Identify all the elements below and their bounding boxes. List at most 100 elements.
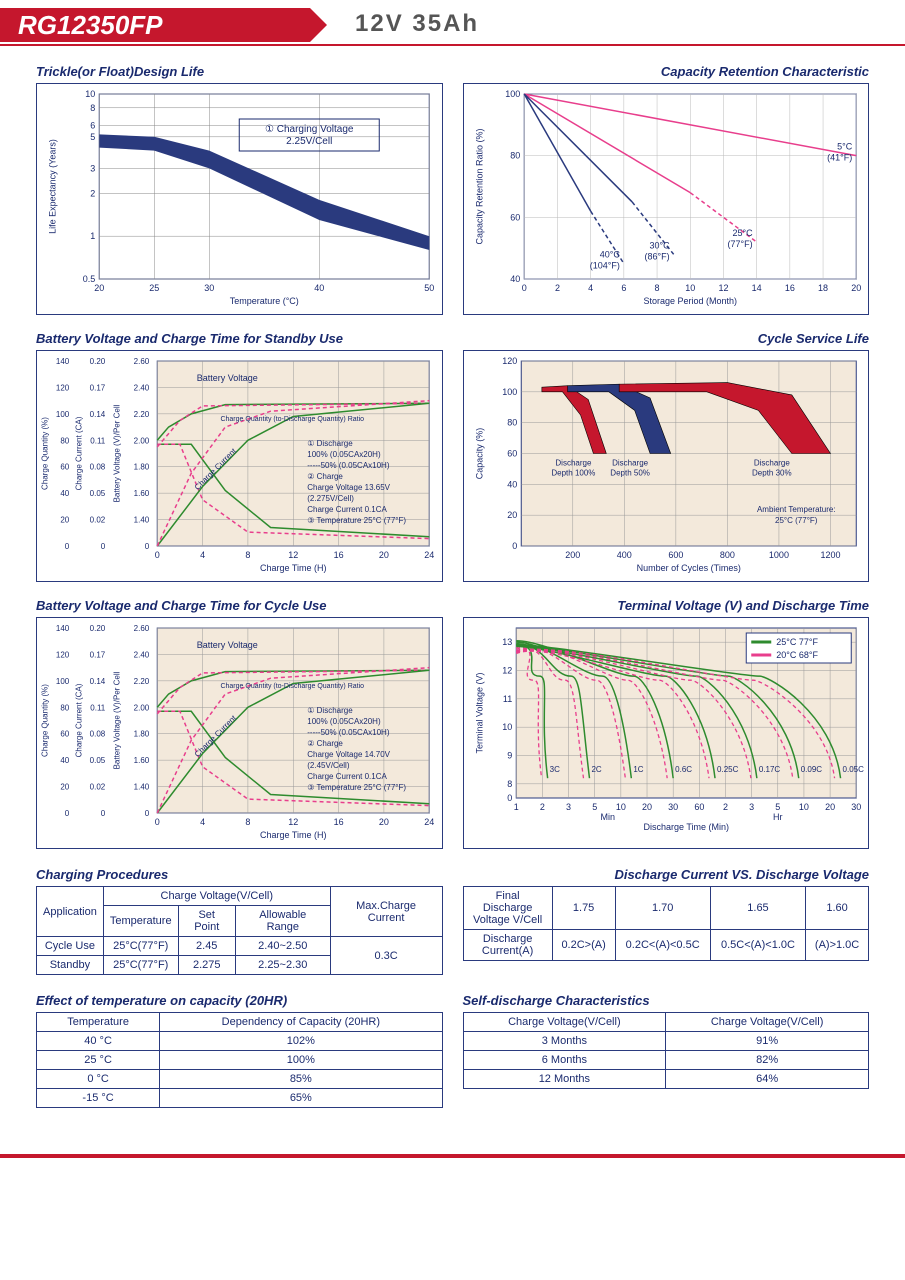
svg-text:2C: 2C <box>591 765 601 774</box>
svg-text:0: 0 <box>145 809 150 818</box>
svg-text:2: 2 <box>554 283 559 293</box>
svg-text:20: 20 <box>60 783 69 792</box>
charging-h2: Charge Voltage(V/Cell) <box>103 887 330 906</box>
tc-col1: Dependency of Capacity (20HR) <box>160 1013 442 1032</box>
svg-text:-----50% (0.05CAx10H): -----50% (0.05CAx10H) <box>307 461 390 470</box>
svg-text:20: 20 <box>507 510 517 520</box>
model-number: RG12350FP <box>18 10 163 41</box>
svg-text:② Charge: ② Charge <box>307 739 343 748</box>
svg-text:Terminal Voltage (V): Terminal Voltage (V) <box>474 672 484 753</box>
trickle-title: Trickle(or Float)Design Life <box>36 64 443 79</box>
table-cell: 2.275 <box>178 956 235 975</box>
svg-text:14: 14 <box>751 283 761 293</box>
discharge-iv-title: Discharge Current VS. Discharge Voltage <box>463 867 870 882</box>
svg-text:100% (0.05CAx20H): 100% (0.05CAx20H) <box>307 450 381 459</box>
svg-text:Charge Quantity (%): Charge Quantity (%) <box>40 417 49 490</box>
table-cell: 0.5C<(A)<1.0C <box>710 930 805 961</box>
svg-text:Discharge: Discharge <box>555 459 592 468</box>
svg-text:100% (0.05CAx20H): 100% (0.05CAx20H) <box>307 717 381 726</box>
svg-text:Charge Current 0.1CA: Charge Current 0.1CA <box>307 772 387 781</box>
svg-text:60: 60 <box>510 212 520 222</box>
svg-text:2.60: 2.60 <box>134 624 150 633</box>
svg-text:0: 0 <box>521 283 526 293</box>
svg-text:Battery Voltage (V)/Per Cell: Battery Voltage (V)/Per Cell <box>112 404 121 502</box>
table-cell: 65% <box>160 1089 442 1108</box>
svg-text:0.02: 0.02 <box>90 516 106 525</box>
svg-text:Charge Quantity (to-Discharge: Charge Quantity (to-Discharge Quantity) … <box>220 683 364 690</box>
svg-text:Charge Current (CA): Charge Current (CA) <box>74 416 83 490</box>
svg-text:Capacity (%): Capacity (%) <box>474 428 484 480</box>
table-cell: 1.75 <box>552 887 615 930</box>
sd-col1: Charge Voltage(V/Cell) <box>666 1013 869 1032</box>
table-cell: 64% <box>666 1070 869 1089</box>
svg-text:40: 40 <box>507 479 517 489</box>
svg-text:(86°F): (86°F) <box>644 251 669 261</box>
svg-text:40: 40 <box>314 283 324 293</box>
svg-text:600: 600 <box>668 550 683 560</box>
svg-text:1000: 1000 <box>768 550 788 560</box>
svg-text:100: 100 <box>502 387 517 397</box>
sd-col0: Charge Voltage(V/Cell) <box>463 1013 666 1032</box>
svg-text:10: 10 <box>685 283 695 293</box>
spec-text: 12V 35Ah <box>355 10 479 38</box>
svg-text:0.6C: 0.6C <box>675 765 692 774</box>
svg-text:2.20: 2.20 <box>134 677 150 686</box>
svg-text:25°C 77°F: 25°C 77°F <box>776 637 818 647</box>
svg-text:10: 10 <box>85 89 95 99</box>
svg-text:1: 1 <box>90 231 95 241</box>
svg-text:200: 200 <box>565 550 580 560</box>
table-cell: 25°C(77°F) <box>103 956 178 975</box>
svg-text:③ Temperature 25°C (77°F): ③ Temperature 25°C (77°F) <box>307 783 406 792</box>
svg-text:20: 20 <box>60 516 69 525</box>
svg-text:3C: 3C <box>549 765 559 774</box>
svg-text:4: 4 <box>200 817 205 827</box>
svg-text:20: 20 <box>642 802 652 812</box>
svg-text:2.60: 2.60 <box>134 357 150 366</box>
svg-text:12: 12 <box>288 550 298 560</box>
page-body: Trickle(or Float)Design Life 0.512356810… <box>0 58 905 1138</box>
footer-rule <box>0 1154 905 1158</box>
table-cell: 91% <box>666 1032 869 1051</box>
svg-text:-----50% (0.05CAx10H): -----50% (0.05CAx10H) <box>307 728 390 737</box>
cycle-use-chart: 0481216202402040608010012014000.020.050.… <box>36 617 443 849</box>
svg-text:1.80: 1.80 <box>134 463 150 472</box>
svg-text:20: 20 <box>379 817 389 827</box>
svg-text:60: 60 <box>507 449 517 459</box>
svg-text:① Discharge: ① Discharge <box>307 706 353 715</box>
svg-text:8: 8 <box>245 550 250 560</box>
svg-text:0.14: 0.14 <box>90 677 106 686</box>
svg-text:6: 6 <box>90 121 95 131</box>
svg-text:16: 16 <box>334 817 344 827</box>
svg-text:8: 8 <box>245 817 250 827</box>
svg-text:2.20: 2.20 <box>134 410 150 419</box>
svg-text:1.40: 1.40 <box>134 783 150 792</box>
svg-text:8: 8 <box>90 103 95 113</box>
svg-text:120: 120 <box>56 650 70 659</box>
charging-h3: Max.Charge Current <box>330 887 442 937</box>
svg-text:Ambient Temperature:: Ambient Temperature: <box>756 505 835 514</box>
svg-text:Discharge: Discharge <box>753 459 790 468</box>
svg-text:3: 3 <box>566 802 571 812</box>
svg-text:Charge Current 0.1CA: Charge Current 0.1CA <box>307 505 387 514</box>
svg-text:80: 80 <box>60 703 69 712</box>
svg-text:0: 0 <box>155 550 160 560</box>
svg-text:1.80: 1.80 <box>134 730 150 739</box>
svg-text:11: 11 <box>502 694 511 704</box>
svg-text:0.08: 0.08 <box>90 463 106 472</box>
table-cell: 1.60 <box>806 887 869 930</box>
svg-text:20: 20 <box>851 283 861 293</box>
svg-text:13: 13 <box>502 637 512 647</box>
svg-text:③ Temperature 25°C (77°F): ③ Temperature 25°C (77°F) <box>307 516 406 525</box>
standby-chart: 0481216202402040608010012014000.020.050.… <box>36 350 443 582</box>
table-cell: 100% <box>160 1051 442 1070</box>
svg-text:Depth 30%: Depth 30% <box>752 469 792 478</box>
svg-text:40: 40 <box>510 274 520 284</box>
header-rule <box>0 44 905 46</box>
svg-text:5: 5 <box>592 802 597 812</box>
svg-text:0.11: 0.11 <box>90 436 106 445</box>
svg-text:Charge Time (H): Charge Time (H) <box>260 563 327 573</box>
svg-text:2.40: 2.40 <box>134 383 150 392</box>
svg-text:0.17: 0.17 <box>90 650 106 659</box>
svg-text:Storage Period (Month): Storage Period (Month) <box>643 296 737 306</box>
svg-text:Life Expectancy (Years): Life Expectancy (Years) <box>47 139 57 234</box>
